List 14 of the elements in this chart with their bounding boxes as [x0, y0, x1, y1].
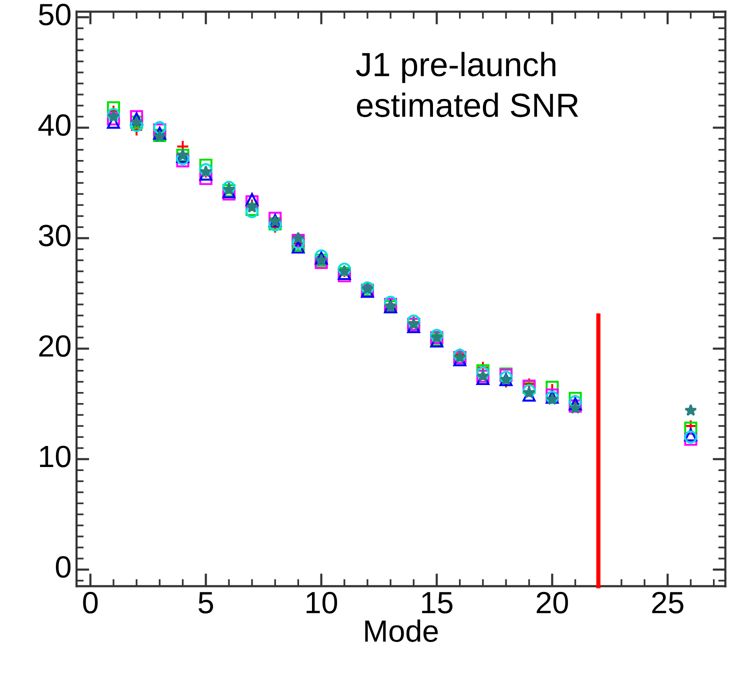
x-tick-label: 15: [422, 592, 452, 614]
x-tick-label: 5: [198, 592, 214, 614]
y-tick-label: 50: [38, 4, 70, 26]
y-tick-label: 0: [56, 556, 70, 578]
x-tick-label: 20: [536, 592, 568, 614]
y-tick-label: 10: [40, 446, 70, 468]
y-tick-label: 20: [39, 335, 70, 357]
y-tick-label: 40: [38, 114, 70, 136]
annotation: J1 pre-launch estimated SNR: [356, 52, 578, 118]
x-axis-title: Mode: [365, 620, 438, 642]
x-tick-label: 10: [306, 592, 338, 614]
x-tick-label: 0: [83, 592, 98, 614]
x-tick-label: 25: [652, 592, 684, 614]
y-tick-label: 30: [38, 224, 70, 246]
